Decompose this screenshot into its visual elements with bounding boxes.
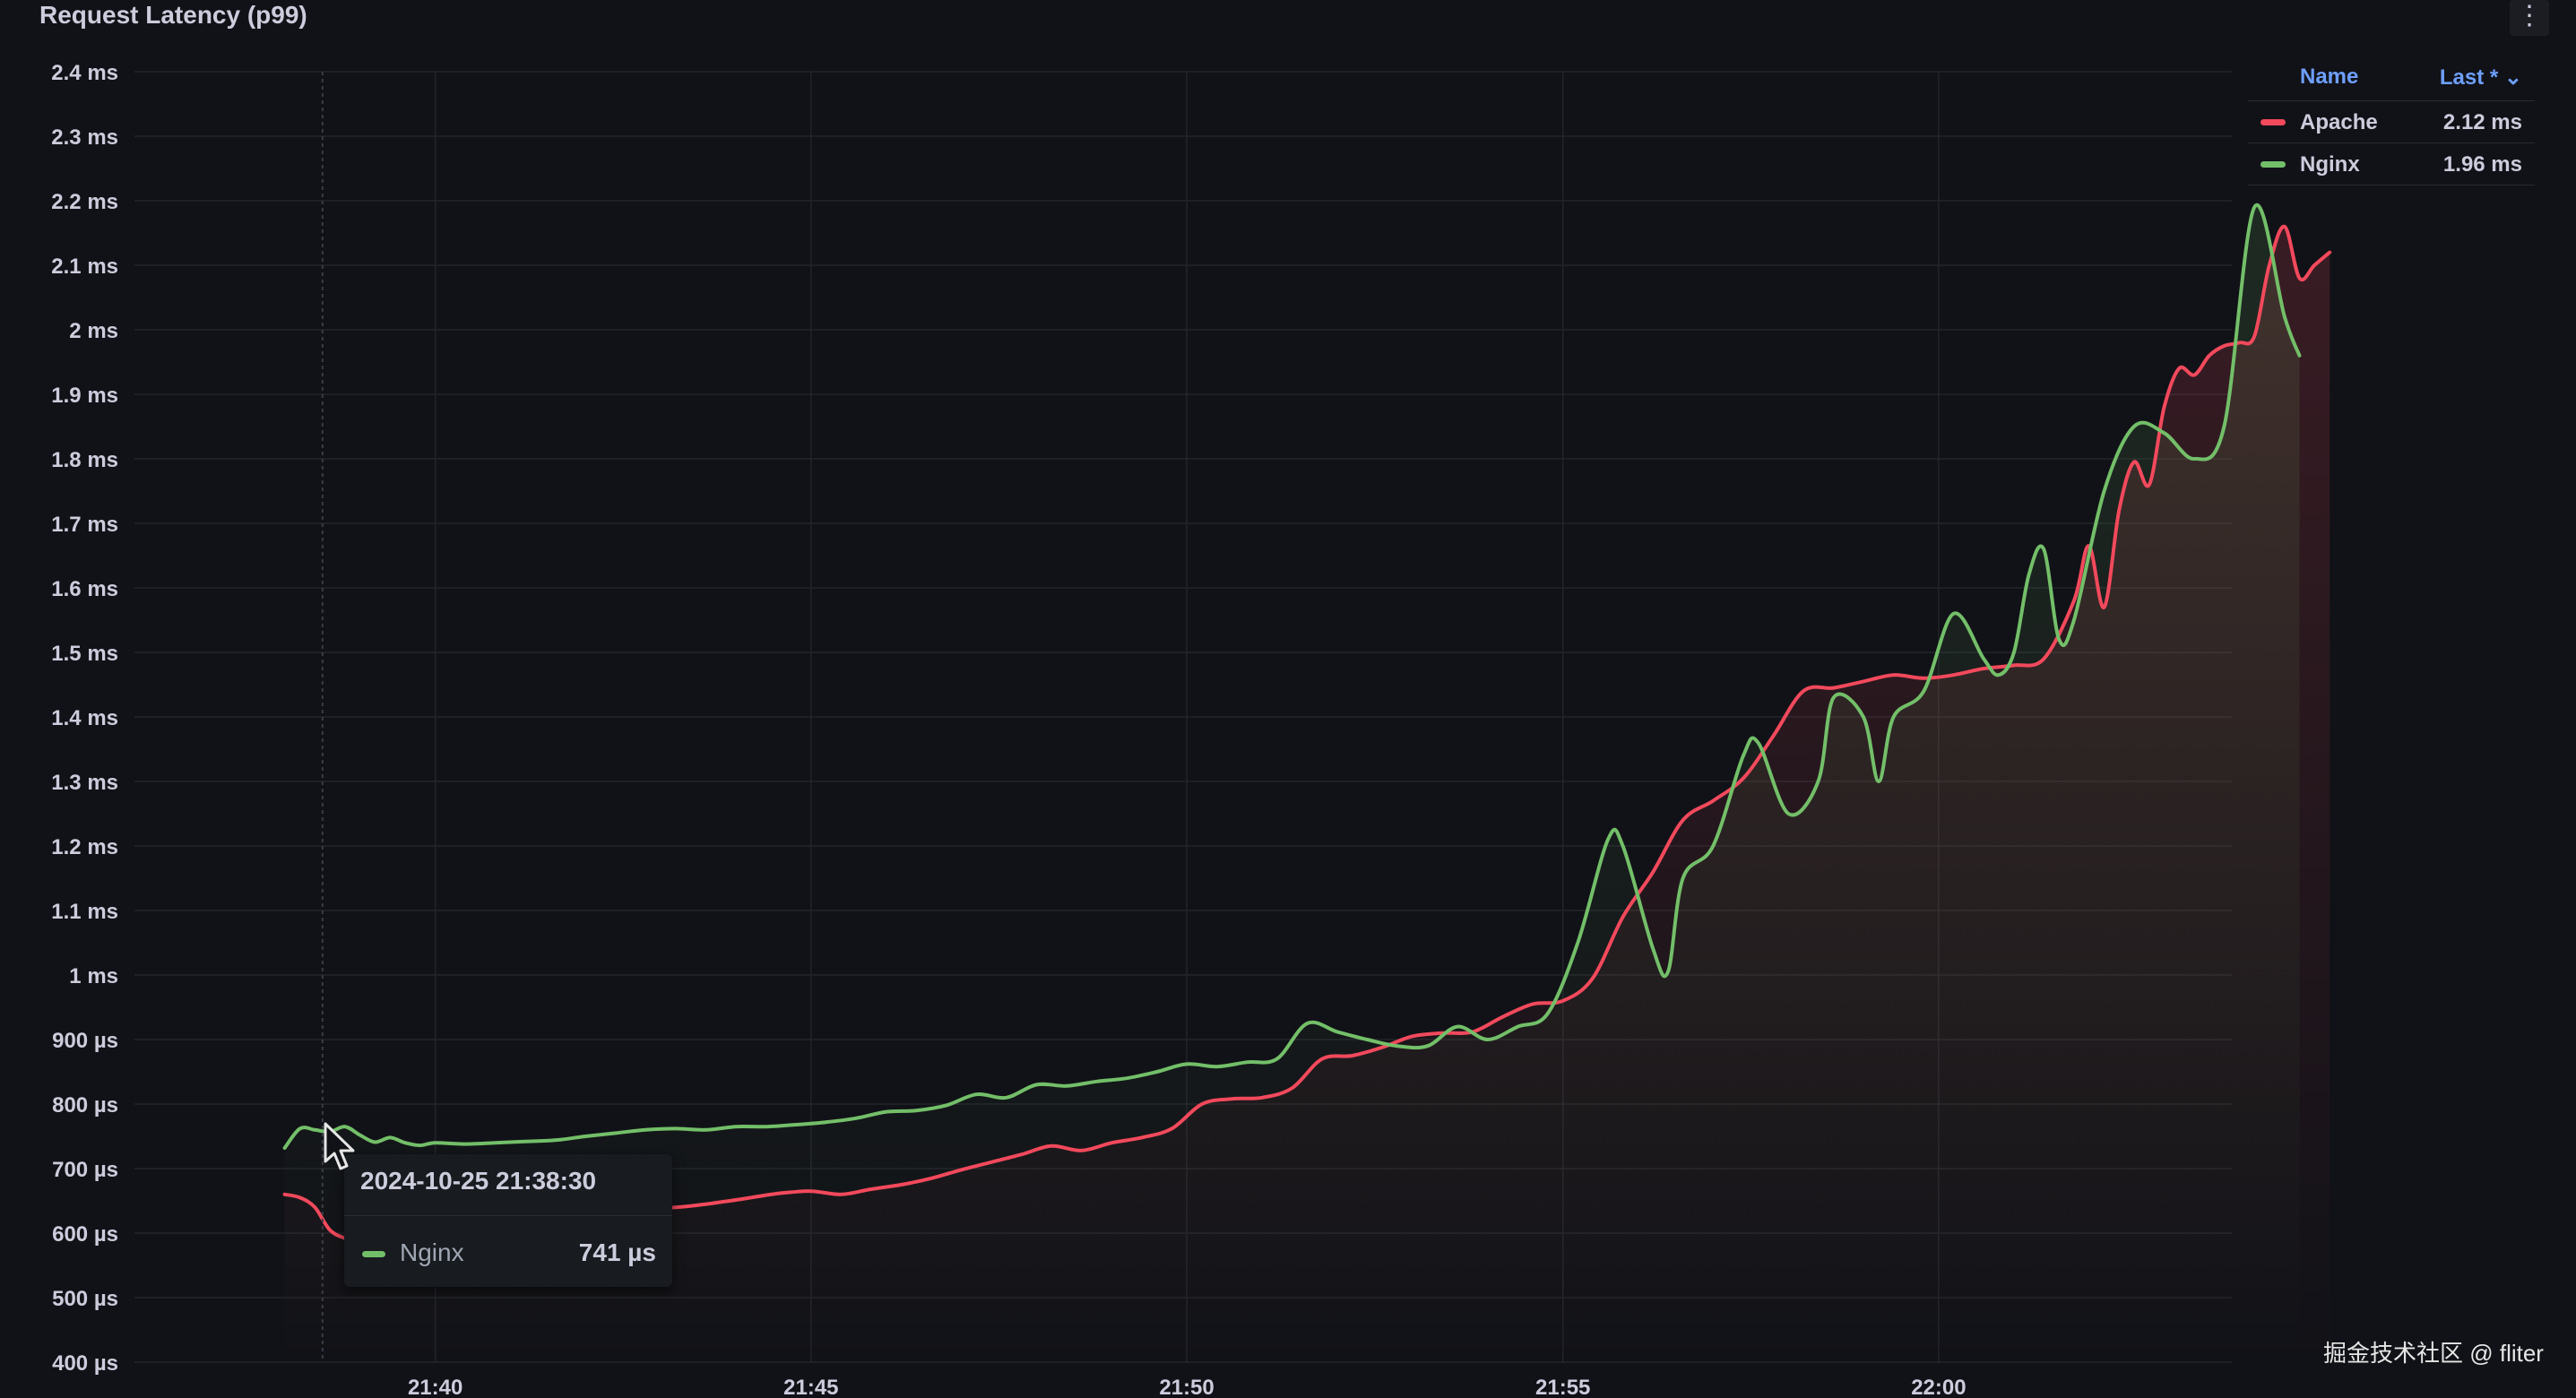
y-tick-label: 2.3 ms [51, 125, 118, 150]
mouse-pointer-icon [324, 1122, 355, 1170]
legend-header-last[interactable]: Last * ⌄ [2439, 65, 2522, 90]
x-tick-label: 21:55 [1535, 1376, 1590, 1398]
x-tick-label: 21:50 [1159, 1376, 1214, 1398]
series-color-swatch [2260, 119, 2286, 125]
tooltip-divider [344, 1215, 672, 1216]
y-tick-label: 1.7 ms [51, 513, 118, 537]
y-tick-label: 2.4 ms [51, 61, 118, 85]
panel-title: Request Latency (p99) [39, 1, 307, 29]
x-tick-label: 22:00 [1911, 1376, 1966, 1398]
legend-row-apache[interactable]: Apache 2.12 ms [2248, 101, 2535, 143]
hover-tooltip: 2024-10-25 21:38:30 Nginx 741 µs [344, 1154, 672, 1287]
x-axis: 21:40 21:45 21:50 21:55 22:00 [408, 1376, 1967, 1398]
series-color-swatch [362, 1251, 385, 1257]
y-tick-label: 600 µs [52, 1222, 118, 1247]
watermark-text: 掘金技术社区 @ fliter [2323, 1340, 2544, 1367]
y-tick-label: 1.1 ms [51, 900, 118, 924]
series-area-nginx [284, 204, 2300, 1363]
y-tick-label: 1.4 ms [51, 706, 118, 730]
series-color-swatch [2260, 161, 2286, 168]
y-tick-label: 2.1 ms [51, 255, 118, 279]
y-tick-label: 1 ms [69, 964, 118, 988]
tooltip-series-value: 741 µs [578, 1238, 656, 1266]
legend-row-nginx[interactable]: Nginx 1.96 ms [2248, 143, 2535, 186]
legend-table: Name Last * ⌄ Apache 2.12 ms Nginx 1.96 … [2248, 54, 2535, 186]
tooltip-timestamp: 2024-10-25 21:38:30 [360, 1167, 597, 1195]
y-tick-label: 1.9 ms [51, 384, 118, 408]
y-tick-label: 1.3 ms [51, 771, 118, 795]
y-tick-label: 400 µs [52, 1351, 118, 1376]
legend-header-name[interactable]: Name [2300, 65, 2359, 89]
legend-series-last-value: 2.12 ms [2442, 110, 2522, 134]
y-tick-label: 1.5 ms [51, 642, 118, 666]
x-tick-label: 21:40 [408, 1376, 462, 1398]
y-tick-label: 900 µs [52, 1029, 118, 1053]
y-tick-label: 1.8 ms [51, 448, 118, 472]
series-line-nginx [282, 203, 2302, 1150]
y-tick-label: 500 µs [52, 1287, 118, 1311]
legend-header: Name Last * ⌄ [2248, 54, 2535, 101]
y-tick-label: 2.2 ms [51, 190, 118, 214]
vertical-ellipsis-icon[interactable]: ⋮ [2510, 0, 2549, 36]
legend-series-name: Apache [2300, 110, 2378, 134]
series-areas [284, 204, 2330, 1363]
legend-series-last-value: 1.96 ms [2442, 152, 2522, 177]
legend-series-name: Nginx [2300, 152, 2360, 177]
x-tick-label: 21:45 [783, 1376, 838, 1398]
tooltip-series-name: Nginx [400, 1238, 464, 1266]
y-axis: 2.4 ms 2.3 ms 2.2 ms 2.1 ms 2 ms 1.9 ms 1.8 ms… [51, 61, 118, 1376]
y-tick-label: 2 ms [69, 319, 118, 343]
y-tick-label: 1.2 ms [51, 835, 118, 859]
y-tick-label: 1.6 ms [51, 577, 118, 601]
y-tick-label: 700 µs [52, 1158, 118, 1182]
y-tick-label: 800 µs [52, 1093, 118, 1118]
